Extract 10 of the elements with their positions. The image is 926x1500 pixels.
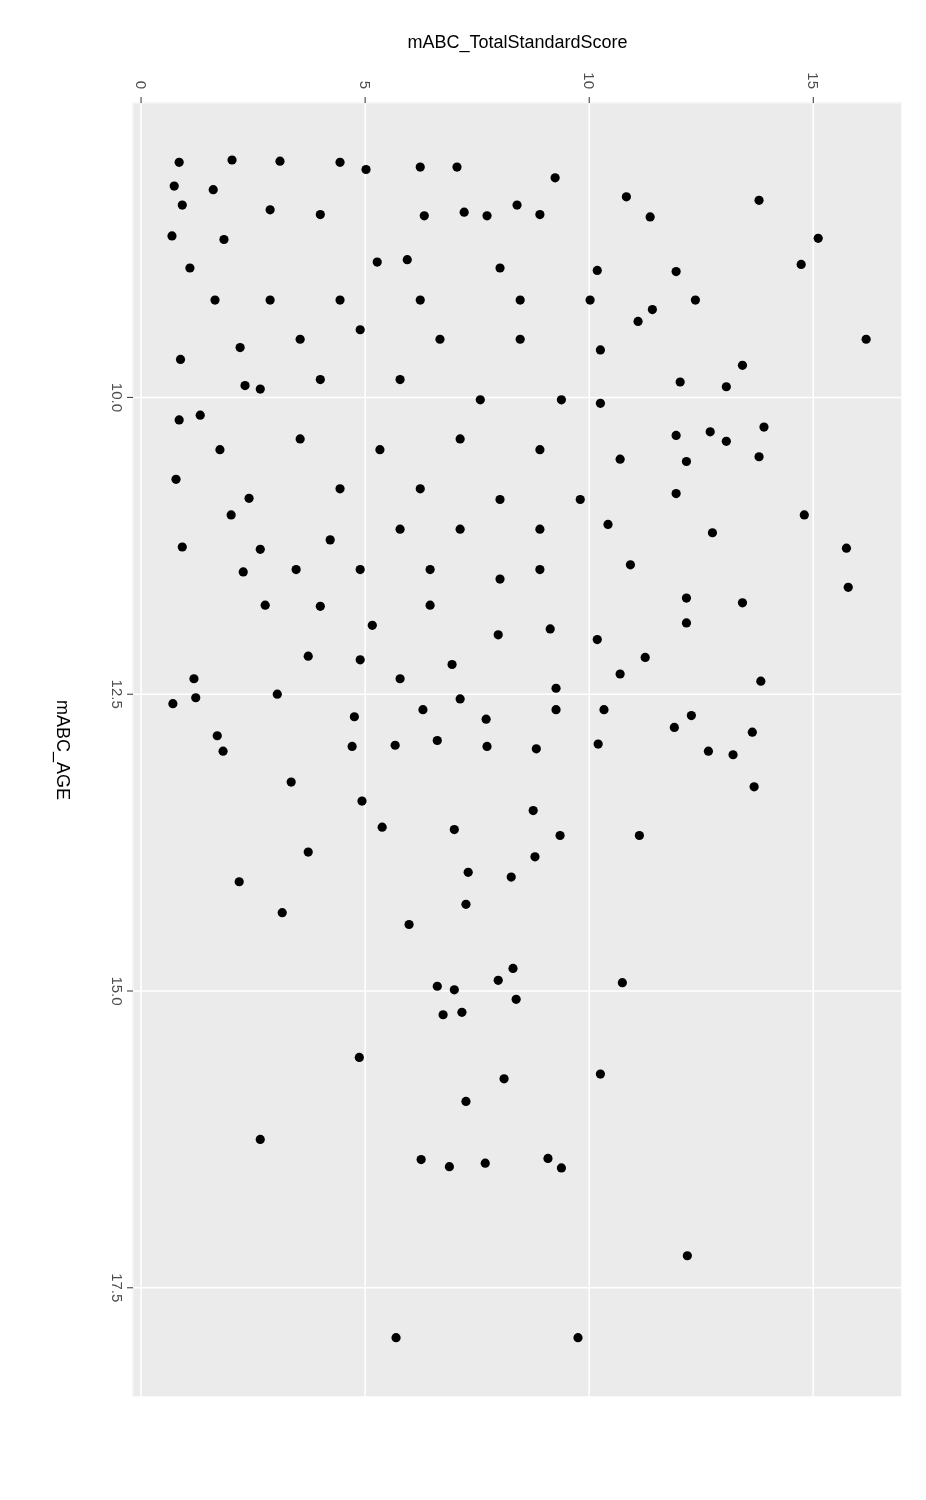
x-axis-title: mABC_TotalStandardScore [406, 32, 629, 53]
x-tick-label: 5 [356, 80, 374, 89]
x-tick-label: 0 [132, 80, 150, 89]
x-tick-label: 15 [804, 72, 822, 89]
y-axis-title: mABC_AGE [51, 699, 73, 801]
y-tick-label: 10.0 [108, 382, 126, 413]
y-tick-label: 15.0 [108, 976, 126, 1006]
x-tick-label: 10 [580, 72, 598, 89]
y-tick-label: 12.5 [108, 679, 126, 709]
y-tick-label: 17.5 [108, 1273, 126, 1303]
